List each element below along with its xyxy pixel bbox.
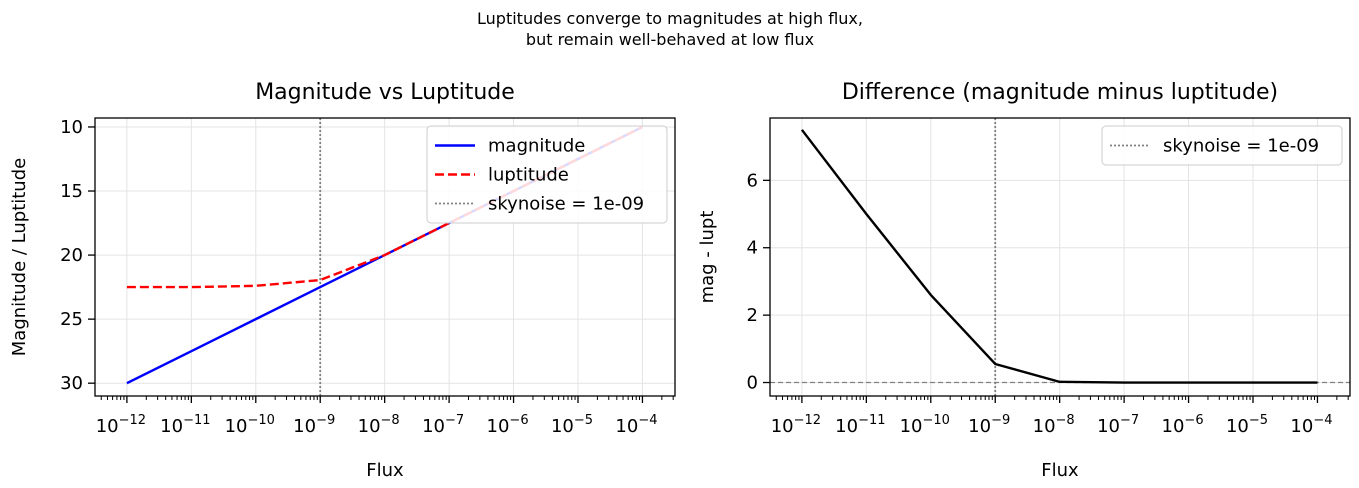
x-tick-label: 10−12 bbox=[771, 413, 821, 437]
chart-title: Magnitude vs Luptitude bbox=[255, 80, 515, 105]
x-tick-label: 10−6 bbox=[1162, 413, 1204, 437]
x-tick-label: 10−5 bbox=[1226, 413, 1268, 437]
x-tick-label: 10−7 bbox=[1097, 413, 1139, 437]
x-tick-label: 10−4 bbox=[615, 413, 657, 437]
left-chart-magnitude-vs-luptitude: 10−12 10−11 10−10 10−9 10−8 10−7 10−6 10−5 10−4 1… bbox=[9, 80, 676, 481]
x-axis-label: Flux bbox=[1041, 460, 1079, 481]
x-tick-label: 10−12 bbox=[96, 413, 146, 437]
x-axis-label: Flux bbox=[366, 460, 404, 481]
x-tick-label: 10−5 bbox=[551, 413, 593, 437]
x-tick-label: 10−10 bbox=[900, 413, 950, 437]
legend-box bbox=[426, 125, 668, 224]
x-tick-label: 10−9 bbox=[293, 413, 335, 437]
x-tick-label: 10−8 bbox=[358, 413, 400, 437]
x-tick-label: 10−9 bbox=[968, 413, 1010, 437]
y-axis-label: mag - lupt bbox=[697, 211, 718, 304]
legend-label: magnitude bbox=[488, 136, 585, 157]
y-tick-label: 15 bbox=[60, 181, 83, 202]
chart-title: Difference (magnitude minus luptitude) bbox=[842, 80, 1278, 105]
x-tick-label: 10−8 bbox=[1033, 413, 1075, 437]
series-line-luptitude bbox=[126, 125, 643, 289]
x-tick-label: 10−7 bbox=[422, 413, 464, 437]
y-axis-label: Magnitude / Luptitude bbox=[9, 158, 30, 356]
legend-label: skynoise = 1e-09 bbox=[488, 194, 644, 215]
figure-suptitle-line-1: Luptitudes converge to magnitudes at hig… bbox=[477, 9, 863, 28]
x-tick-label: 10−4 bbox=[1290, 413, 1332, 437]
legend-box bbox=[1101, 125, 1343, 166]
axes-frame bbox=[769, 117, 1351, 397]
x-tick-label: 10−11 bbox=[160, 413, 210, 437]
y-tick-label: 6 bbox=[747, 170, 758, 191]
y-tick-label: 30 bbox=[60, 373, 83, 394]
x-tick-label: 10−10 bbox=[225, 413, 275, 437]
axes-frame bbox=[94, 117, 676, 397]
x-tick-label: 10−6 bbox=[487, 413, 529, 437]
y-tick-label: 25 bbox=[60, 309, 83, 330]
y-tick-label: 20 bbox=[60, 245, 83, 266]
y-tick-label: 0 bbox=[747, 373, 758, 394]
legend-label: luptitude bbox=[488, 165, 569, 186]
legend-label: skynoise = 1e-09 bbox=[1163, 136, 1319, 157]
y-tick-label: 10 bbox=[60, 117, 83, 138]
figure-suptitle-line-2: but remain well-behaved at low flux bbox=[526, 30, 814, 49]
x-tick-label: 10−11 bbox=[835, 413, 885, 437]
series-line-mag---lupt bbox=[800, 129, 1318, 384]
right-chart-difference: 10−12 10−11 10−10 10−9 10−8 10−7 10−6 10−5 10−4 0… bbox=[697, 80, 1351, 481]
y-tick-label: 4 bbox=[747, 238, 758, 259]
y-tick-label: 2 bbox=[747, 305, 758, 326]
